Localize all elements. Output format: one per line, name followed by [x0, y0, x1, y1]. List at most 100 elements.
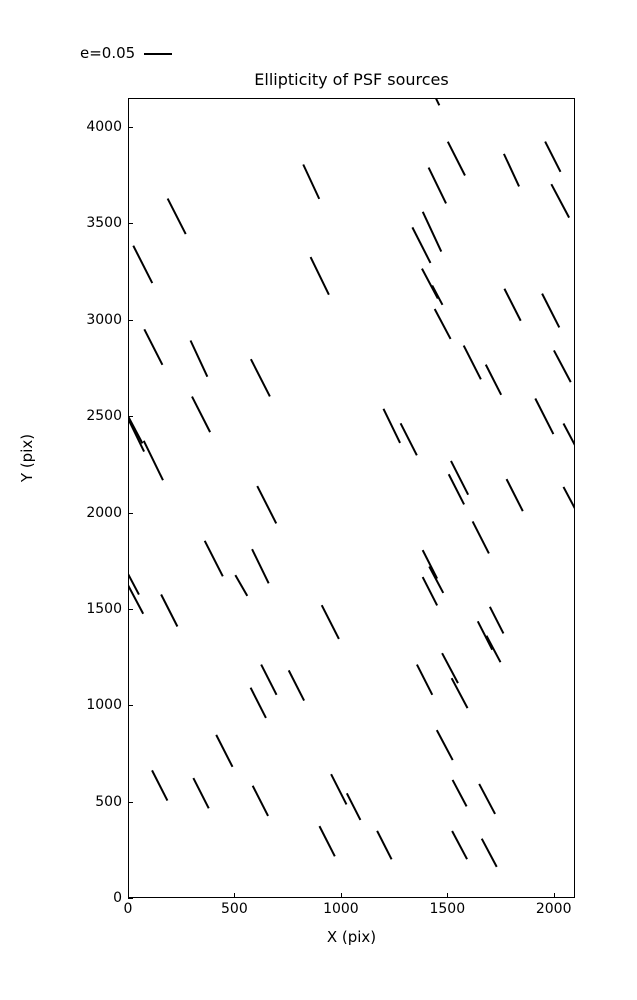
whisker-segment: [132, 245, 154, 284]
whisker-segment: [450, 677, 469, 709]
y-axis-label: Y (pix): [18, 433, 36, 483]
y-axis-ticklabel: 4000: [86, 118, 122, 135]
whisker-segment: [249, 687, 267, 719]
plot-area: [128, 98, 575, 898]
y-axis-ticklabel-wrap: 500: [66, 795, 122, 809]
whisker-segment: [476, 620, 494, 651]
whisker-segment: [143, 328, 164, 366]
y-axis-ticklabel-wrap: 2000: [66, 506, 122, 520]
whisker-segment: [471, 520, 490, 554]
whisker-segment: [287, 669, 305, 702]
y-axis-tick: [128, 319, 133, 321]
x-axis-ticklabel: 1500: [429, 901, 466, 917]
whisker-segment: [431, 284, 444, 306]
y-axis-tick: [128, 608, 133, 610]
y-axis-tick: [128, 223, 133, 225]
y-axis-ticklabel: 1500: [86, 600, 122, 617]
x-axis-ticklabel: 0: [123, 901, 133, 917]
x-axis-ticklabel: 2000: [535, 901, 572, 917]
y-axis-ticklabel: 2000: [86, 504, 122, 521]
whisker-segment: [462, 345, 482, 380]
x-axis-ticklabel: 1000: [323, 901, 359, 917]
whisker-segment: [251, 548, 270, 584]
x-axis-tick: [447, 893, 449, 898]
whisker-segment: [553, 349, 572, 383]
whisker-segment: [534, 398, 555, 435]
legend-label: e=0.05: [80, 44, 136, 62]
whisker-segment: [480, 838, 498, 868]
x-axis-label: X (pix): [326, 928, 377, 946]
whisker-segment: [435, 99, 441, 106]
legend: e=0.05: [80, 44, 173, 62]
whisker-segment: [433, 308, 452, 340]
whisker-segment: [446, 141, 466, 176]
x-axis-tick: [128, 893, 129, 898]
whisker-segment: [421, 211, 443, 252]
whisker-segment: [450, 460, 470, 496]
y-axis-tick: [128, 898, 133, 899]
whisker-segment: [484, 364, 503, 396]
whisker-segment: [427, 167, 447, 204]
whisker-segment: [562, 486, 574, 509]
whisker-segment: [421, 268, 439, 300]
x-axis-ticklabel: 500: [221, 901, 248, 917]
y-axis-ticklabel: 1000: [86, 697, 122, 714]
whisker-segment: [451, 830, 468, 860]
y-axis-tick: [128, 126, 133, 128]
whisker-segment: [215, 734, 234, 768]
y-axis-ticklabel-wrap: 2500: [66, 409, 122, 423]
reference-scale-bar-icon: [144, 52, 173, 55]
whisker-segment: [129, 415, 144, 444]
whisker-series: [129, 99, 574, 868]
whisker-segment: [428, 566, 445, 594]
whisker-segment: [129, 418, 145, 452]
whisker-segment: [421, 549, 439, 580]
whisker-segment: [320, 604, 340, 640]
whisker-segment: [541, 293, 561, 328]
x-axis-tick: [553, 893, 555, 898]
whisker-segment: [503, 153, 520, 187]
whisker-segment: [505, 478, 524, 512]
whisker-segment: [503, 288, 522, 322]
y-axis-ticklabel-wrap: 3500: [66, 216, 122, 230]
whisker-segment: [345, 792, 362, 821]
y-axis-ticklabel: 3500: [86, 215, 122, 232]
whisker-segment: [191, 396, 211, 433]
whisker-segment: [309, 256, 330, 296]
whisker-segment: [160, 594, 179, 627]
y-axis-ticklabel: 3000: [86, 311, 122, 328]
whisker-segment: [544, 141, 562, 173]
y-axis-ticklabel-wrap: 3000: [66, 313, 122, 327]
whisker-segment: [318, 825, 336, 857]
whisker-segment: [376, 830, 393, 860]
y-axis-tick: [128, 801, 133, 803]
whisker-segment: [421, 576, 439, 606]
whisker-segment: [203, 540, 224, 577]
y-axis-tick: [128, 416, 133, 418]
y-axis-tick: [128, 705, 133, 707]
whisker-segment: [411, 226, 432, 264]
whisker-segment: [151, 769, 169, 802]
whisker-segment: [330, 773, 348, 805]
whisker-segment: [129, 573, 140, 596]
y-axis-label-wrap: Y (pix): [18, 408, 40, 508]
whisker-segment: [488, 606, 505, 634]
whisker-segment: [441, 652, 459, 684]
y-axis-ticklabel-wrap: 1000: [66, 698, 122, 712]
y-axis-ticklabel: 0: [113, 890, 122, 906]
whisker-segment: [250, 358, 271, 397]
y-axis-ticklabel: 2500: [86, 408, 122, 425]
whisker-segment: [260, 664, 278, 696]
whisker-segment: [142, 440, 164, 481]
whisker-segment: [302, 164, 321, 200]
whisker-segment: [447, 473, 465, 505]
whisker-segment: [382, 408, 401, 444]
whisker-segment: [166, 198, 187, 235]
whisker-segment: [550, 183, 570, 219]
whisker-segment: [399, 422, 418, 456]
page-title: Ellipticity of PSF sources: [254, 70, 449, 89]
y-axis-ticklabel-wrap: 1500: [66, 602, 122, 616]
whisker-segment: [562, 423, 574, 446]
y-axis-ticklabel-wrap: 4000: [66, 120, 122, 134]
